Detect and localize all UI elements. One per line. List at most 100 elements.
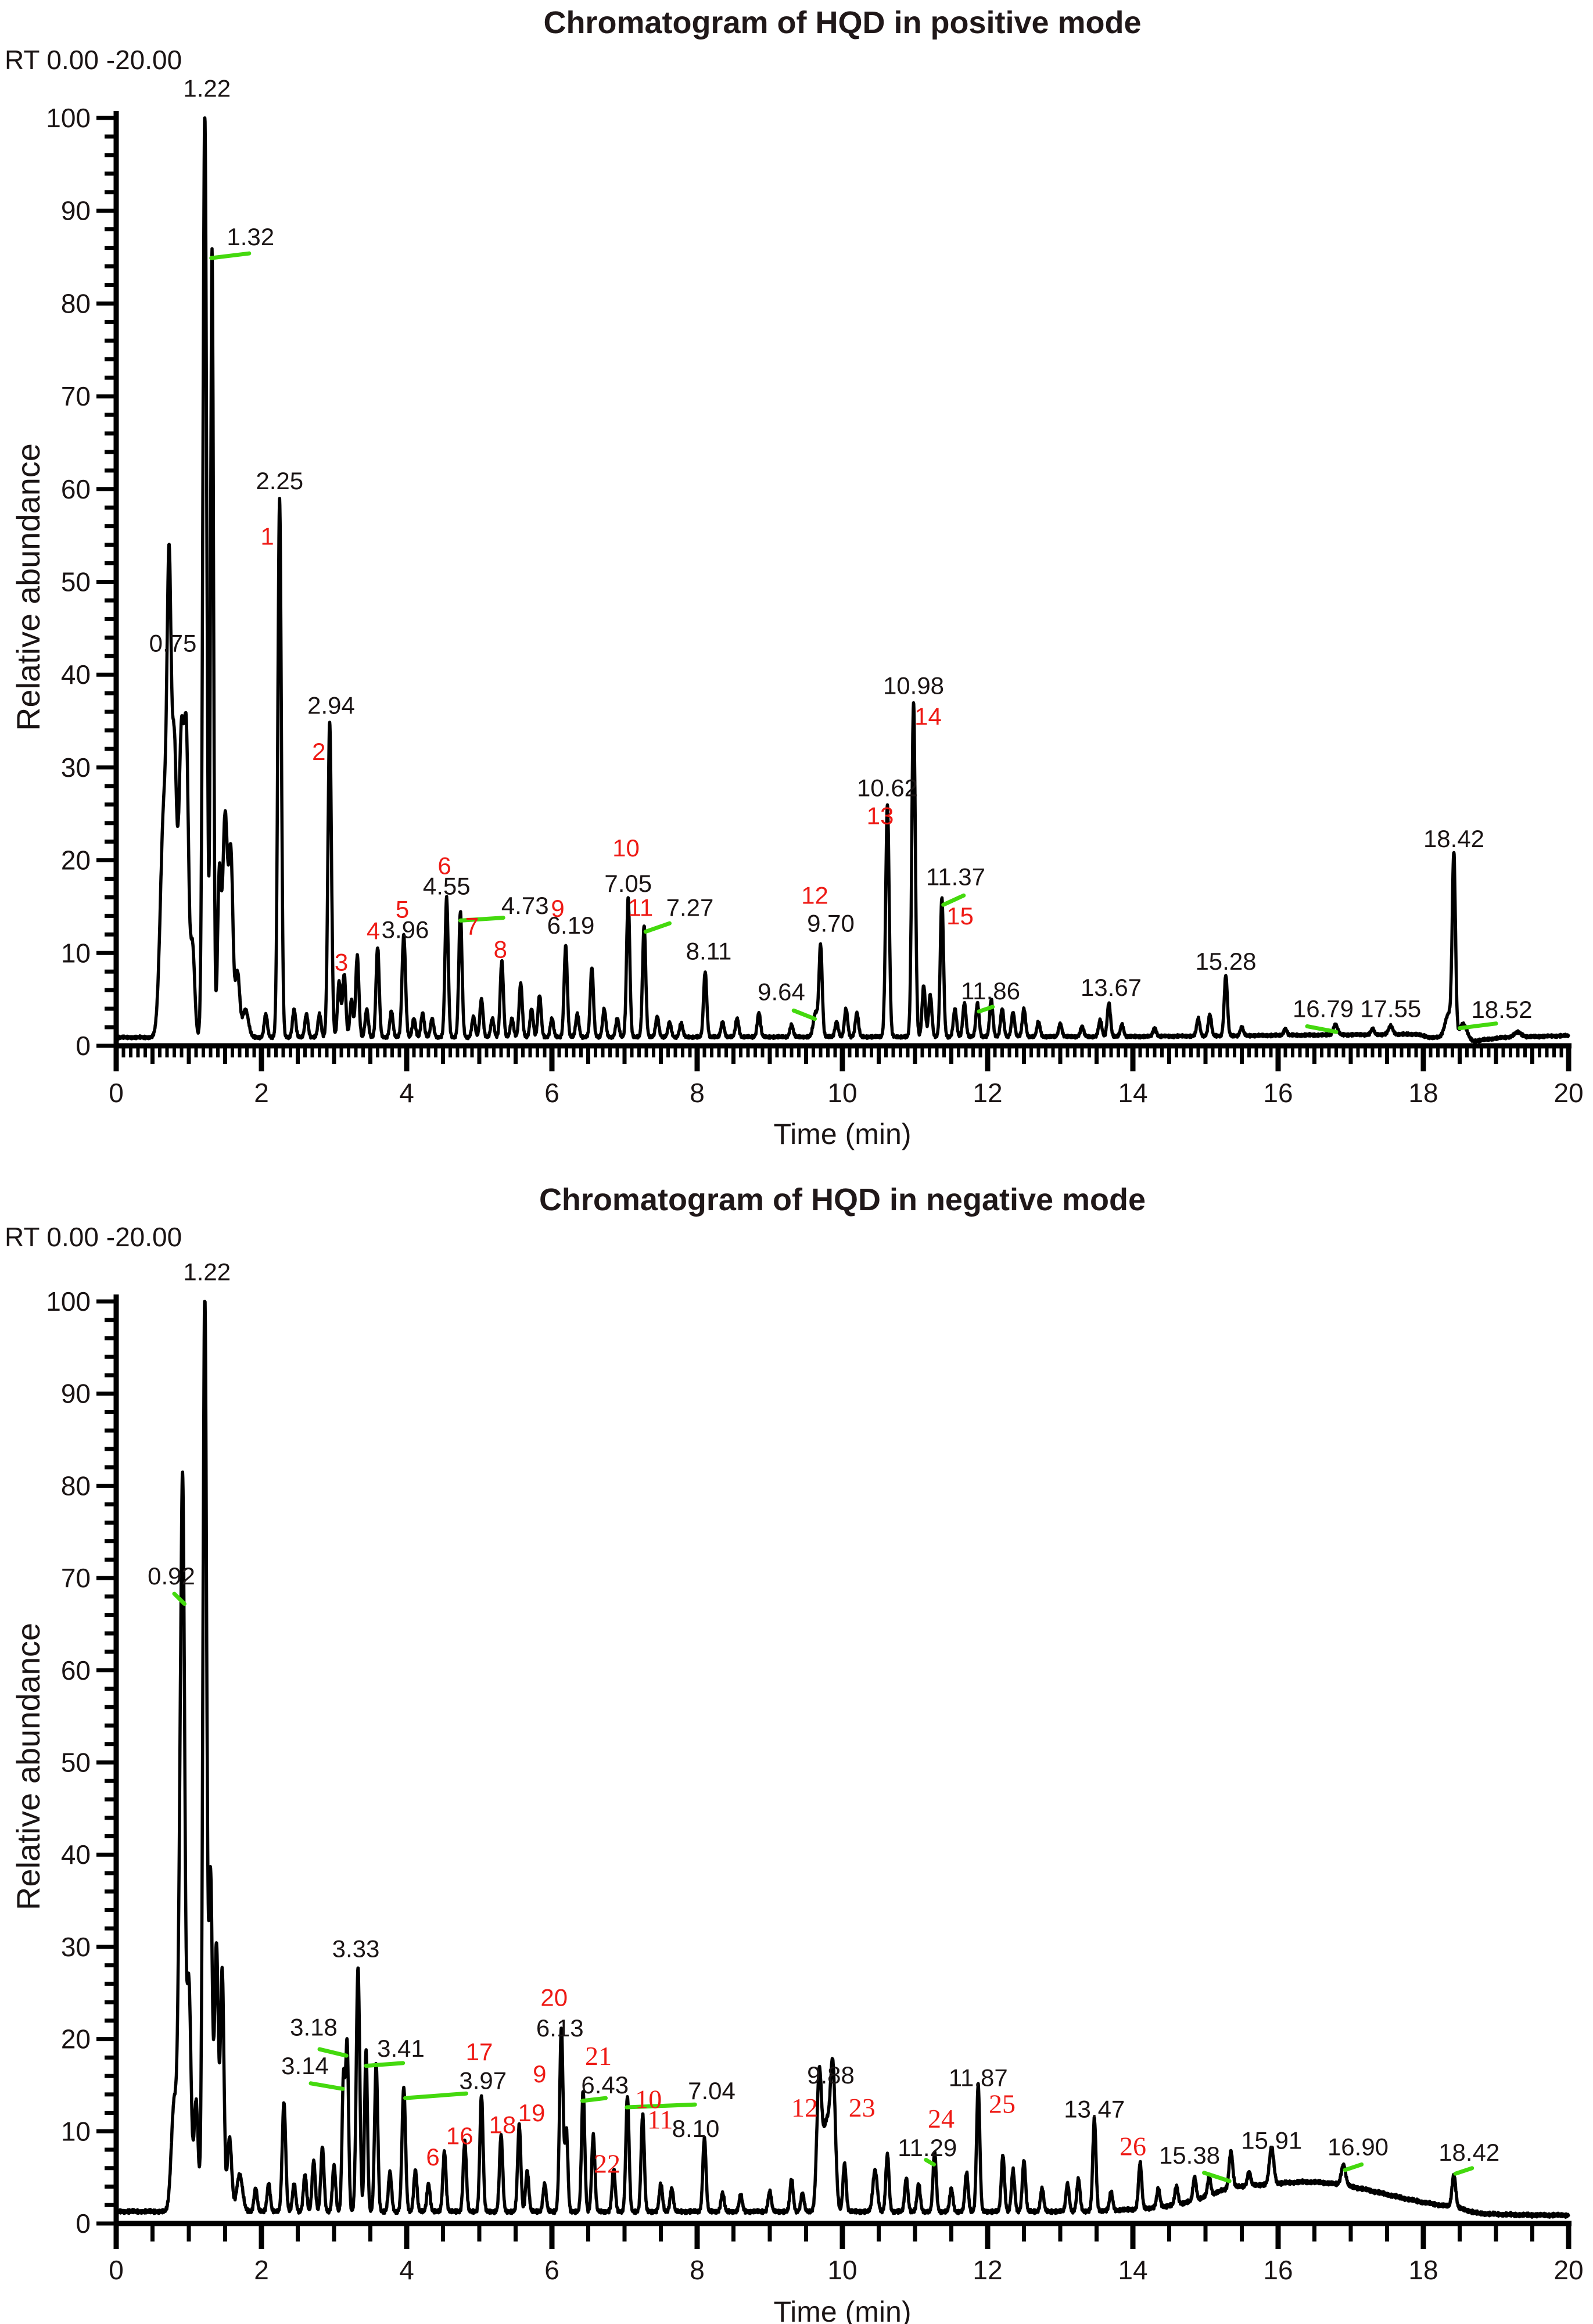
- green-leader-line: [977, 1005, 995, 1014]
- peak-rt-label: 16.90: [1328, 2133, 1389, 2161]
- panel2-title: Chromatogram of HQD in negative mode: [539, 1182, 1146, 1217]
- y-tick-label: 90: [61, 1379, 91, 1409]
- panel1-y-axis-label: Relative abundance: [10, 443, 46, 731]
- peak-rt-label: 3.97: [459, 2067, 507, 2094]
- peak-rt-label: 9.88: [807, 2061, 855, 2089]
- peak-rt-label: 11.86: [961, 977, 1020, 1005]
- y-tick-label: 30: [61, 1932, 91, 1962]
- green-leader-line: [643, 921, 672, 934]
- green-leader-line: [317, 2047, 349, 2058]
- x-tick-label: 8: [690, 1078, 705, 1108]
- y-tick-label: 60: [61, 1655, 91, 1685]
- x-tick-label: 2: [254, 1078, 269, 1108]
- peak-rt-label: 11.37: [926, 863, 985, 891]
- peak-number: 1: [260, 523, 274, 550]
- peak-rt-label: 7.04: [688, 2077, 735, 2104]
- peak-number: 18: [489, 2111, 516, 2138]
- peak-rt-label: 2.94: [307, 691, 355, 719]
- x-tick-label: 0: [109, 1078, 124, 1108]
- peak-number: 25: [989, 2089, 1016, 2119]
- peak-number: 15: [946, 902, 974, 930]
- x-tick-label: 12: [973, 2255, 1002, 2285]
- y-tick-label: 80: [61, 288, 91, 318]
- peak-number: 10: [612, 834, 640, 862]
- peak-number: 23: [849, 2093, 876, 2122]
- peak-rt-label: 4.55: [423, 873, 471, 900]
- peak-number: 19: [518, 2099, 546, 2126]
- y-tick-label: 100: [46, 1286, 91, 1317]
- x-tick-label: 18: [1408, 2255, 1438, 2285]
- peak-rt-label: 6.13: [536, 2014, 584, 2042]
- peak-rt-label: 8.10: [672, 2115, 720, 2142]
- green-leader-line: [172, 1591, 186, 1606]
- panel2-rt-range: RT 0.00 -20.00: [5, 1222, 182, 1252]
- x-tick-label: 20: [1553, 2255, 1583, 2285]
- peak-rt-label: 18.42: [1423, 825, 1484, 852]
- peak-rt-label: 9.70: [807, 910, 855, 937]
- peak-number: 10: [635, 2085, 662, 2114]
- peak-rt-label: 3.18: [290, 2013, 338, 2040]
- green-leader-line: [941, 893, 966, 907]
- x-tick-label: 20: [1553, 1078, 1583, 1108]
- trace-negative-mode: [114, 1300, 1570, 2219]
- y-tick-label: 10: [61, 938, 91, 968]
- peak-rt-label: 17.55: [1360, 995, 1421, 1022]
- peak-number: 21: [585, 2041, 612, 2071]
- x-tick-label: 10: [827, 1078, 857, 1108]
- peak-number: 4: [367, 917, 380, 944]
- peak-rt-label: 15.91: [1241, 2126, 1302, 2154]
- peak-number: 5: [396, 896, 409, 923]
- peak-number: 9: [551, 895, 564, 922]
- peak-number: 12: [791, 2093, 818, 2122]
- green-leader-line: [1453, 2166, 1474, 2176]
- peak-number: 6: [437, 852, 451, 880]
- green-leader-line: [308, 2081, 345, 2091]
- y-tick-label: 20: [61, 845, 91, 876]
- panel1-title: Chromatogram of HQD in positive mode: [543, 5, 1142, 40]
- x-tick-label: 14: [1118, 2255, 1147, 2285]
- peak-number: 3: [335, 949, 348, 976]
- x-tick-label: 6: [544, 1078, 559, 1108]
- peak-number: 11: [647, 2105, 673, 2135]
- x-tick-label: 14: [1118, 1078, 1147, 1108]
- peak-rt-label: 1.32: [227, 223, 274, 250]
- peak-rt-label: 10.98: [883, 672, 944, 700]
- x-tick-label: 4: [399, 1078, 414, 1108]
- peak-number: 6: [426, 2143, 439, 2171]
- y-tick-label: 70: [61, 1563, 91, 1593]
- peak-rt-label: 0.92: [148, 1562, 195, 1590]
- peak-number: 26: [1120, 2132, 1146, 2161]
- peak-rt-label: 13.67: [1081, 974, 1142, 1001]
- peak-rt-label: 18.52: [1471, 996, 1532, 1023]
- peak-number: 2: [312, 738, 325, 765]
- peak-rt-label: 11.29: [898, 2134, 957, 2161]
- y-tick-label: 80: [61, 1471, 91, 1501]
- peak-number: 20: [540, 1984, 568, 2011]
- y-tick-label: 90: [61, 196, 91, 226]
- peak-rt-label: 3.41: [377, 2035, 425, 2062]
- x-tick-label: 12: [973, 1078, 1002, 1108]
- peak-rt-label: 6.19: [547, 912, 595, 939]
- peak-number: 8: [494, 935, 507, 963]
- green-leader-line: [924, 2157, 936, 2167]
- peak-number: 12: [801, 882, 828, 909]
- peak-rt-label: 18.42: [1438, 2139, 1499, 2166]
- peak-rt-label: 2.25: [256, 467, 303, 494]
- x-tick-label: 6: [544, 2255, 559, 2285]
- green-leader-line: [1343, 2162, 1364, 2172]
- y-tick-label: 50: [61, 1748, 91, 1778]
- peak-rt-label: 0.75: [149, 629, 197, 657]
- peak-rt-label: 1.22: [183, 74, 231, 102]
- x-tick-label: 16: [1263, 1078, 1293, 1108]
- peak-rt-label: 7.05: [604, 870, 652, 897]
- panel1-rt-range: RT 0.00 -20.00: [5, 45, 182, 75]
- panel1-x-axis-label: Time (min): [773, 1118, 912, 1150]
- peak-number: 11: [628, 894, 654, 921]
- y-tick-label: 0: [76, 1031, 91, 1061]
- x-tick-label: 8: [690, 2255, 705, 2285]
- peak-rt-label: 10.62: [857, 774, 918, 801]
- peak-rt-label: 7.27: [666, 894, 714, 921]
- green-leader-line: [458, 916, 505, 923]
